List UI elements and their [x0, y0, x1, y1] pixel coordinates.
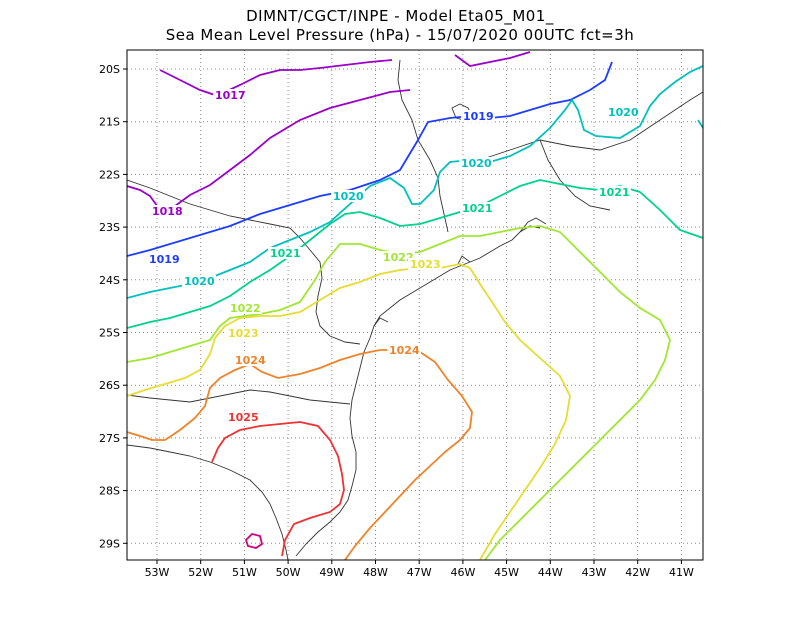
lon-label: 46W: [450, 566, 475, 579]
lat-label: 27S: [99, 432, 120, 445]
map-title-line-1: DIMNT/CGCT/INPE - Model Eta05_M01_: [246, 7, 554, 25]
lat-label: 23S: [99, 221, 120, 234]
isobar-1025: [211, 421, 345, 557]
label-1023-east: 1023: [410, 258, 441, 271]
state-border-1: [397, 59, 449, 233]
label-1019-east: 1019: [463, 110, 494, 123]
lat-label: 21S: [99, 116, 120, 129]
label-1021-west: 1021: [270, 247, 301, 260]
coastline: [295, 225, 541, 557]
lat-label: 22S: [99, 168, 120, 181]
lon-label: 44W: [538, 566, 563, 579]
map-title-line-2: Sea Mean Level Pressure (hPa) - 15/07/20…: [165, 26, 635, 44]
grid-lines: [127, 50, 703, 560]
isobar-1020b: [697, 119, 703, 129]
lat-label: 26S: [99, 379, 120, 392]
label-1018: 1018: [152, 205, 183, 218]
label-1019-west: 1019: [149, 253, 180, 266]
label-1022-west: 1022: [230, 302, 261, 315]
lon-label: 48W: [363, 566, 388, 579]
isobar-1024: [127, 349, 473, 560]
latitude-axis: 20S 21S 22S 23S 24S 25S 26S 27S 28S 29S: [99, 63, 127, 550]
label-1020-west: 1020: [184, 275, 215, 288]
lon-label: 52W: [188, 566, 213, 579]
coastline-and-borders: [127, 59, 703, 560]
lon-label: 45W: [494, 566, 519, 579]
label-1020-east: 1020: [461, 157, 492, 170]
label-1022-east: 1022: [383, 251, 414, 264]
label-1024-west: 1024: [235, 354, 266, 367]
isobar-1023: [127, 263, 571, 560]
country-border: [127, 444, 289, 560]
isobar-1019: [127, 61, 613, 257]
lon-label: 43W: [582, 566, 607, 579]
isobar-1026: [244, 533, 264, 549]
label-1021-east: 1021: [599, 186, 630, 199]
lon-label: 41W: [669, 566, 694, 579]
lat-label: 29S: [99, 537, 120, 550]
isobar-labels: 1017 1018 1019 1019 1020 1020 1020 1020 …: [147, 89, 640, 424]
lon-label: 47W: [407, 566, 432, 579]
state-border-5: [539, 139, 611, 211]
coast-bays: [373, 217, 547, 327]
label-1021-mid: 1021: [462, 202, 493, 215]
isobar-1018: [127, 89, 411, 212]
lon-label: 53W: [145, 566, 170, 579]
lat-label: 25S: [99, 327, 120, 340]
isobar-1022: [127, 225, 671, 560]
lon-label: 50W: [276, 566, 301, 579]
lon-label: 42W: [625, 566, 650, 579]
lat-label: 20S: [99, 63, 120, 76]
map-frame: [126, 49, 704, 561]
state-border-2: [127, 179, 361, 345]
isobar-1017: [159, 59, 393, 96]
state-border-4: [479, 91, 703, 161]
lat-label: 24S: [99, 274, 120, 287]
state-border-3: [127, 389, 351, 405]
longitude-axis: 53W 52W 51W 50W 49W 48W 47W 46W 45W 44W 43W 42W 41W: [145, 560, 694, 579]
lon-label: 49W: [319, 566, 344, 579]
label-1024-east: 1024: [389, 344, 420, 357]
isobar-1017b: [454, 51, 531, 67]
isobars: [127, 51, 703, 560]
label-1023-west: 1023: [228, 327, 259, 340]
label-1017: 1017: [215, 89, 246, 102]
label-1025: 1025: [228, 411, 259, 424]
label-1020-ne: 1020: [608, 106, 639, 119]
isobar-1020: [127, 65, 703, 299]
label-1020-mid: 1020: [333, 190, 364, 203]
lat-label: 28S: [99, 485, 120, 498]
lon-label: 51W: [232, 566, 257, 579]
